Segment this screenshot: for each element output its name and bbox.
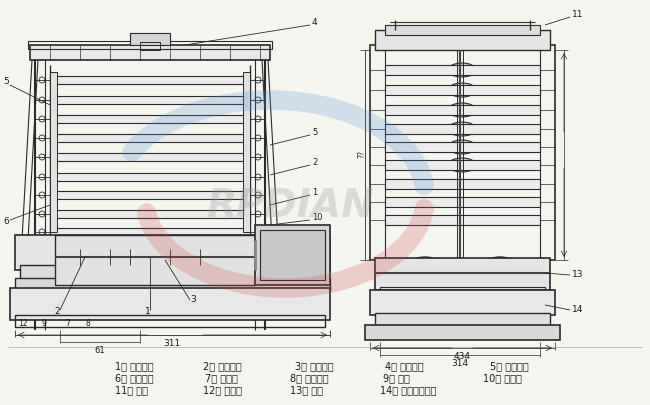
Text: 61: 61 bbox=[95, 345, 105, 354]
Bar bbox=[15, 278, 330, 290]
Text: 7． 凸轮轴: 7． 凸轮轴 bbox=[205, 372, 238, 382]
Text: 9: 9 bbox=[42, 318, 47, 327]
Text: 1: 1 bbox=[145, 306, 151, 315]
Ellipse shape bbox=[448, 141, 476, 155]
Bar bbox=[375, 31, 550, 51]
Bar bbox=[50, 73, 57, 232]
Bar bbox=[385, 106, 540, 116]
Bar bbox=[385, 125, 540, 135]
Text: 10: 10 bbox=[312, 213, 322, 222]
Text: 11． 锤铁: 11． 锤铁 bbox=[115, 384, 148, 394]
Bar bbox=[30, 46, 270, 61]
Text: 9． 凸轮: 9． 凸轮 bbox=[383, 372, 410, 382]
Bar bbox=[385, 161, 540, 171]
Text: 5． 下偏心轮: 5． 下偏心轮 bbox=[490, 360, 528, 370]
Bar bbox=[50, 116, 250, 124]
Ellipse shape bbox=[72, 302, 88, 312]
Bar bbox=[50, 174, 250, 181]
Bar bbox=[50, 153, 250, 162]
Text: 3: 3 bbox=[190, 294, 196, 303]
Bar bbox=[370, 46, 555, 260]
Text: 14． 自动停车装置: 14． 自动停车装置 bbox=[380, 384, 437, 394]
Text: 11: 11 bbox=[572, 10, 584, 19]
Text: 13． 螺塔: 13． 螺塔 bbox=[290, 384, 323, 394]
Bar bbox=[385, 26, 540, 36]
Ellipse shape bbox=[478, 257, 523, 289]
Bar bbox=[375, 313, 550, 327]
Text: 13: 13 bbox=[572, 269, 584, 278]
Bar bbox=[370, 290, 555, 315]
Bar bbox=[28, 42, 272, 50]
Bar bbox=[260, 230, 325, 280]
Bar bbox=[50, 192, 250, 200]
Ellipse shape bbox=[47, 300, 63, 310]
Ellipse shape bbox=[409, 262, 441, 284]
Bar bbox=[243, 73, 250, 232]
Text: ??: ?? bbox=[358, 149, 367, 158]
Text: 10． 跳动杆: 10． 跳动杆 bbox=[483, 372, 522, 382]
Text: 7: 7 bbox=[65, 318, 70, 327]
Ellipse shape bbox=[448, 123, 476, 136]
Ellipse shape bbox=[273, 235, 313, 275]
Text: 5: 5 bbox=[3, 77, 9, 86]
Bar bbox=[255, 226, 330, 285]
Text: 12: 12 bbox=[18, 318, 27, 327]
Ellipse shape bbox=[448, 104, 476, 118]
Bar bbox=[15, 315, 325, 327]
Bar bbox=[385, 66, 540, 76]
Bar bbox=[15, 235, 330, 270]
Ellipse shape bbox=[278, 241, 308, 270]
Bar bbox=[50, 228, 250, 237]
Bar bbox=[130, 34, 170, 46]
Bar bbox=[385, 179, 540, 190]
Bar bbox=[140, 43, 160, 51]
Bar bbox=[385, 86, 540, 96]
Ellipse shape bbox=[448, 159, 476, 173]
Text: 1． 传动主轴: 1． 传动主轴 bbox=[115, 360, 153, 370]
Text: 4: 4 bbox=[312, 18, 318, 27]
Bar bbox=[385, 215, 540, 226]
Bar bbox=[10, 288, 330, 320]
Ellipse shape bbox=[140, 252, 170, 269]
Text: 8: 8 bbox=[85, 318, 90, 327]
Text: 311: 311 bbox=[163, 338, 181, 347]
Bar bbox=[20, 265, 325, 280]
Text: 2: 2 bbox=[312, 158, 317, 166]
Text: 314: 314 bbox=[452, 358, 469, 367]
Bar bbox=[385, 143, 540, 153]
Bar bbox=[50, 135, 250, 143]
Ellipse shape bbox=[402, 257, 447, 289]
Ellipse shape bbox=[22, 295, 38, 305]
Text: 2: 2 bbox=[54, 306, 60, 315]
Text: 5: 5 bbox=[312, 128, 317, 136]
Ellipse shape bbox=[73, 248, 107, 266]
Bar bbox=[380, 287, 545, 297]
Text: 3． 大斜齿轮: 3． 大斜齿轮 bbox=[295, 360, 333, 370]
Ellipse shape bbox=[448, 64, 476, 78]
Bar bbox=[365, 325, 560, 340]
Text: RPDIAN: RPDIAN bbox=[206, 187, 374, 224]
Bar bbox=[375, 258, 550, 290]
Text: 8． 大斜齿轮: 8． 大斜齿轮 bbox=[290, 372, 329, 382]
Bar bbox=[50, 77, 250, 85]
Ellipse shape bbox=[484, 262, 516, 284]
Text: 1: 1 bbox=[312, 188, 317, 196]
Text: 2． 小斜齿轮: 2． 小斜齿轮 bbox=[203, 360, 242, 370]
Text: 4． 上偏心轮: 4． 上偏心轮 bbox=[385, 360, 424, 370]
Bar bbox=[55, 235, 255, 285]
Text: 6． 小斜齿轮: 6． 小斜齿轮 bbox=[115, 372, 153, 382]
Bar bbox=[50, 97, 250, 105]
Text: 12． 用油器: 12． 用油器 bbox=[203, 384, 242, 394]
Bar bbox=[385, 198, 540, 207]
Text: 14: 14 bbox=[572, 304, 584, 313]
Ellipse shape bbox=[448, 84, 476, 98]
Text: 434: 434 bbox=[454, 351, 471, 360]
Bar bbox=[50, 211, 250, 218]
Text: 6: 6 bbox=[3, 216, 9, 226]
